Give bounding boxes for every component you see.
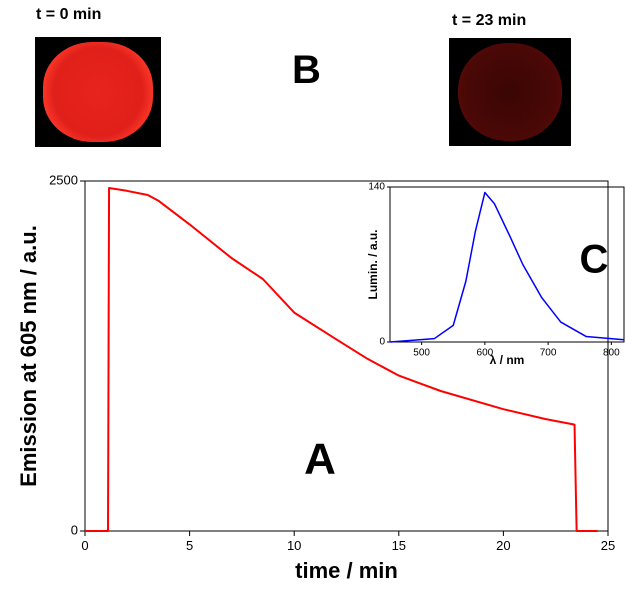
x-tick-label: 0 xyxy=(81,538,88,553)
y-tick-label: 140 xyxy=(368,182,385,193)
x-tick-label: 15 xyxy=(392,538,406,553)
y-tick-label: 0 xyxy=(71,522,78,537)
y-axis-label: Emission at 605 nm / a.u. xyxy=(16,225,41,487)
panel-label: C xyxy=(580,238,609,282)
image xyxy=(35,37,161,147)
x-tick-label: 10 xyxy=(287,538,301,553)
image-label: t = 23 min xyxy=(452,12,527,29)
x-tick-label: 800 xyxy=(603,348,620,359)
x-tick-label: 20 xyxy=(496,538,510,553)
x-tick-label: 25 xyxy=(601,538,615,553)
data-line xyxy=(389,191,625,343)
x-tick-label: 5 xyxy=(186,538,193,553)
x-tick-label: 600 xyxy=(477,348,494,359)
image xyxy=(449,38,571,146)
y-tick-label: 2500 xyxy=(49,172,78,187)
x-axis-label: time / min xyxy=(295,558,398,583)
plot-frame xyxy=(84,180,609,532)
y-axis-label: Lumin. / a.u. xyxy=(366,229,380,299)
y-tick-label: 0 xyxy=(379,337,385,348)
x-axis-label: λ / nm xyxy=(490,353,525,367)
x-tick-label: 500 xyxy=(413,348,430,359)
panel-label: A xyxy=(304,435,336,484)
panel-label: B xyxy=(292,48,321,92)
image-label: t = 0 min xyxy=(36,6,102,23)
data-line xyxy=(85,187,598,532)
plot-frame xyxy=(389,186,625,343)
x-tick-label: 700 xyxy=(540,348,557,359)
